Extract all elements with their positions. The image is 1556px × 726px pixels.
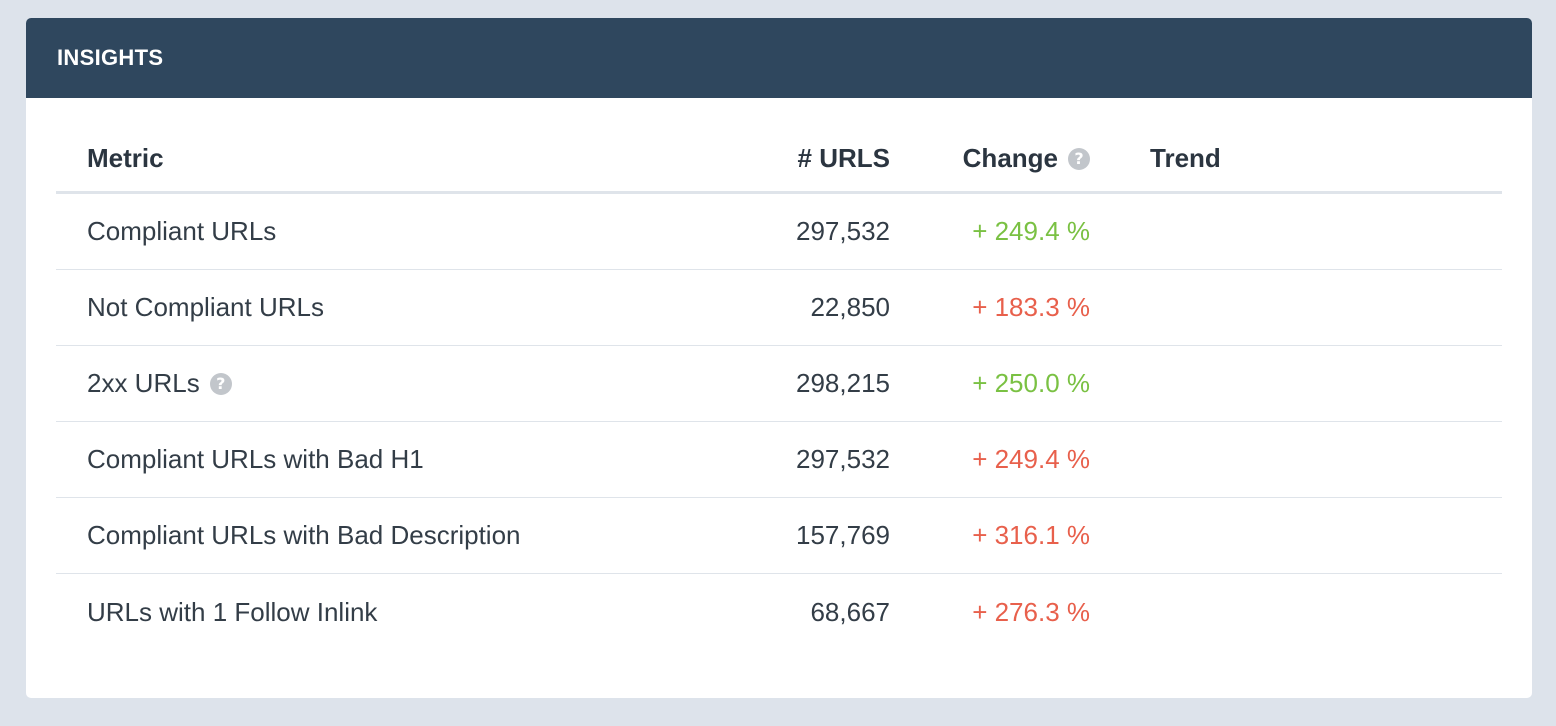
help-icon[interactable]: ? [209, 372, 232, 395]
url-count: 68,667 [810, 596, 890, 627]
metric-name[interactable]: Compliant URLs with Bad Description [87, 520, 521, 550]
url-count: 297,532 [796, 444, 890, 474]
url-count: 22,850 [810, 292, 890, 322]
change-value: + 276.3 % [972, 596, 1090, 627]
metric-name[interactable]: Compliant URLs [87, 216, 277, 246]
column-header-trend: Trend [1150, 143, 1221, 173]
table-row[interactable]: 2xx URLs ? 298,215 + 250.0 % [56, 346, 1502, 422]
help-icon[interactable]: ? [1068, 147, 1090, 170]
metric-name-cell[interactable]: 2xx URLs ? [87, 346, 232, 421]
table-row[interactable]: Compliant URLs with Bad H1 297,532 + 249… [56, 422, 1502, 498]
column-header-change-label: Change [962, 143, 1058, 173]
metric-name[interactable]: Compliant URLs with Bad H1 [87, 444, 424, 474]
panel-header: INSIGHTS [26, 18, 1532, 98]
column-header-metric[interactable]: Metric [87, 143, 164, 173]
change-value: + 249.4 % [972, 216, 1090, 246]
url-count: 298,215 [796, 368, 890, 398]
metric-name[interactable]: Not Compliant URLs [87, 292, 324, 322]
url-count: 297,532 [796, 216, 890, 246]
change-value: + 183.3 % [972, 292, 1090, 322]
table-header-row: Metric # URLS Change ? Trend [56, 126, 1502, 194]
insights-table: Metric # URLS Change ? Trend Compliant U… [56, 126, 1502, 650]
metric-name: 2xx URLs [87, 368, 200, 398]
table-row[interactable]: URLs with 1 Follow Inlink 68,667 + 276.3… [56, 574, 1502, 650]
table-row[interactable]: Compliant URLs with Bad Description 157,… [56, 498, 1502, 574]
change-value: + 250.0 % [972, 368, 1090, 398]
metric-name[interactable]: URLs with 1 Follow Inlink [87, 596, 378, 627]
url-count: 157,769 [796, 520, 890, 550]
insights-panel: INSIGHTS Metric # URLS Change ? Trend Co… [26, 18, 1532, 698]
column-header-change[interactable]: Change ? [963, 126, 1090, 191]
column-header-urls[interactable]: # URLS [797, 143, 890, 173]
table-row[interactable]: Compliant URLs 297,532 + 249.4 % [56, 194, 1502, 270]
change-value: + 316.1 % [972, 520, 1090, 550]
panel-title: INSIGHTS [57, 45, 164, 70]
change-value: + 249.4 % [972, 444, 1090, 474]
table-row[interactable]: Not Compliant URLs 22,850 + 183.3 % [56, 270, 1502, 346]
